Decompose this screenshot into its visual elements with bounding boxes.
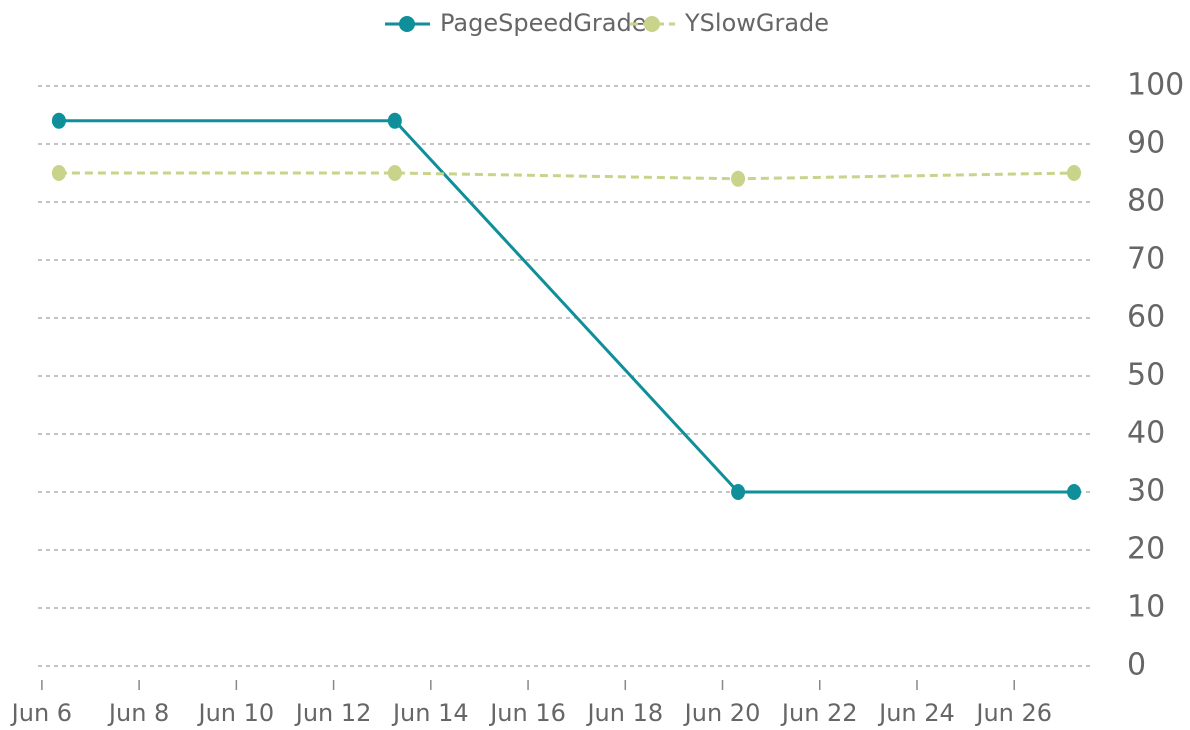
legend-label: YSlowGrade	[684, 9, 829, 37]
x-tick-label: Jun 6	[10, 699, 72, 727]
y-tick-label: 40	[1127, 416, 1165, 451]
y-tick-label: 70	[1127, 242, 1165, 277]
y-tick-label: 0	[1127, 648, 1146, 683]
legend-marker	[399, 16, 415, 32]
y-tick-label: 10	[1127, 590, 1165, 625]
y-tick-label: 20	[1127, 532, 1165, 567]
x-tick-label: Jun 14	[391, 699, 469, 727]
x-tick-label: Jun 24	[877, 699, 955, 727]
x-tick-label: Jun 10	[197, 699, 275, 727]
y-tick-label: 80	[1127, 184, 1165, 219]
series-line	[58, 171, 1075, 181]
legend-marker	[644, 16, 660, 32]
y-tick-label: 60	[1127, 300, 1165, 335]
point	[51, 165, 66, 181]
point	[731, 484, 746, 500]
y-tick-label: 30	[1127, 474, 1165, 509]
legend-label: PageSpeedGrade	[440, 9, 647, 37]
series-line	[58, 119, 1075, 494]
x-tick-label: Jun 12	[294, 699, 372, 727]
point	[51, 112, 66, 129]
y-tick-label: 100	[1127, 68, 1184, 103]
x-tick-label: Jun 22	[780, 699, 858, 727]
point	[387, 165, 402, 181]
x-tick-label: Jun 16	[488, 699, 566, 727]
point	[1067, 165, 1082, 181]
x-tick-label: Jun 8	[107, 699, 169, 727]
x-tick-label: Jun 18	[585, 699, 663, 727]
y-tick-label: 90	[1127, 126, 1165, 161]
y-tick-label: 50	[1127, 358, 1165, 393]
point	[1067, 484, 1082, 500]
point	[387, 112, 402, 129]
x-tick-label: Jun 20	[683, 699, 761, 727]
x-tick-label: Jun 26	[974, 699, 1052, 727]
point	[731, 170, 746, 187]
